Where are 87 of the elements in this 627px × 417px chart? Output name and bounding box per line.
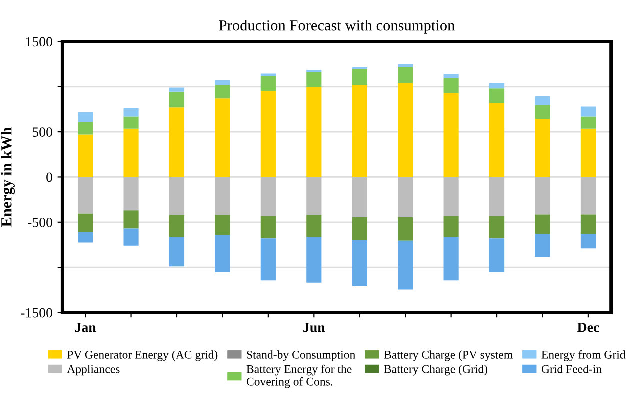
bar [169,237,185,267]
bar [489,83,505,89]
legend-label: Battery Charge (PV system [384,350,513,362]
x-tick-label: Dec [578,323,600,332]
bar [215,235,230,273]
bar [580,214,596,234]
bar [535,105,550,119]
bar [78,214,94,232]
bar [444,177,459,216]
bar [260,76,276,92]
bar [444,78,459,94]
bar [169,92,185,108]
bar [489,238,505,272]
bar [352,217,368,240]
bar [78,134,94,178]
bar [260,238,276,281]
bar [535,177,550,215]
legend-label: PV Generator Energy (AC grid) [67,350,218,362]
bar [306,87,322,178]
bar [169,215,185,238]
bar [535,214,550,234]
bar [306,215,322,238]
bar [535,118,550,178]
bar [78,232,94,243]
bar [535,234,550,258]
bar [398,217,414,241]
bar [215,215,230,236]
legend-label: Energy from Grid [542,350,626,362]
legend-label: Grid Feed-in [542,364,602,374]
bar [580,116,596,129]
bar [444,216,459,238]
bar [78,112,94,122]
bar [78,177,94,214]
bar [78,122,94,135]
bar [215,98,230,178]
bar [489,216,505,239]
legend-label: Battery Charge (Grid) [384,364,488,376]
bar [306,237,322,283]
bar [215,177,230,216]
bar [215,85,230,99]
bar [260,216,276,239]
x-tick-label: Jun [304,323,326,332]
y-axis-title: Energy in kWh [1,127,16,228]
bar [535,96,550,106]
y-tick-label: 0 [46,172,52,182]
y-tick-label: -500 [28,218,52,228]
bar [398,83,414,178]
bar [124,228,139,246]
bar [398,177,414,218]
legend-label: Battery Energy for the Covering of Cons. [246,364,352,388]
y-tick-label: -1500 [21,308,52,318]
legend-label: Appliances [67,364,120,376]
bar [489,103,505,178]
bar [124,128,139,178]
bar [260,177,276,216]
bar [169,88,185,92]
bar [398,64,414,67]
bar [444,237,459,281]
chart-title: Production Forecast with consumption [219,20,455,34]
bar [352,69,368,86]
bar [580,234,596,249]
bar [260,91,276,178]
bar [169,108,185,178]
bar [352,177,368,218]
bar [398,240,414,290]
bar [444,93,459,178]
bar [398,67,414,84]
x-tick-label: Jan [75,323,96,332]
bar [580,177,596,215]
bar [306,72,322,88]
bar [169,177,185,216]
bar [580,106,596,117]
bar [444,74,459,78]
bar [124,210,139,229]
bar [124,108,139,117]
bar [489,177,505,216]
bar [306,177,322,216]
bar [489,88,505,104]
bar [124,116,139,129]
bar [352,240,368,287]
bar [215,80,230,86]
bar [580,128,596,178]
bar [124,177,139,211]
legend-label: Stand-by Consumption [247,350,356,362]
y-tick-label: 1500 [26,37,52,47]
bar [352,85,368,178]
y-tick-label: 500 [32,128,52,138]
